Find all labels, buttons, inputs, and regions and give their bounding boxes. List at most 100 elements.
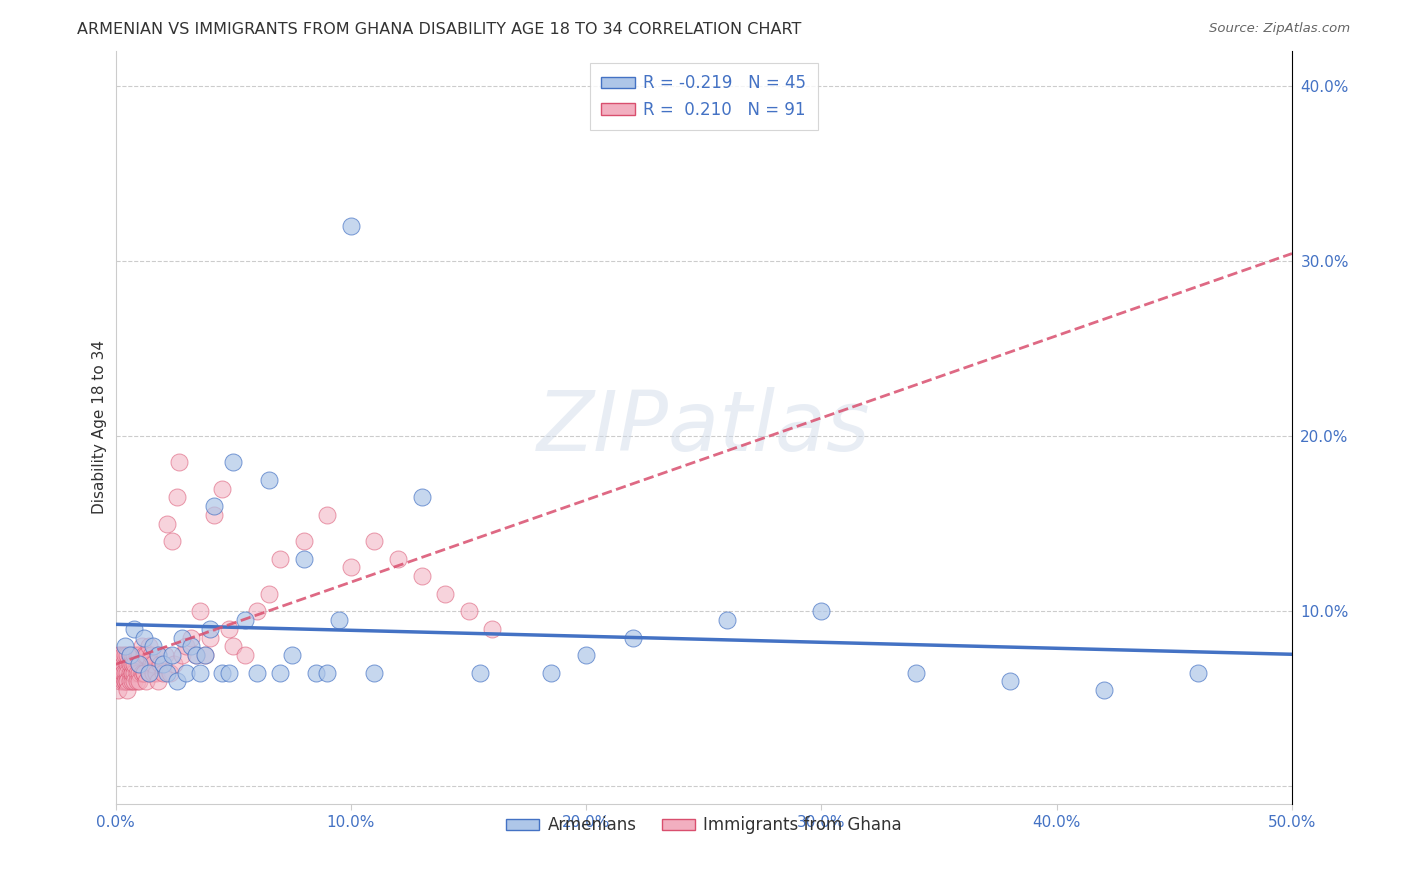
Point — [135, 648, 157, 662]
Point — [146, 648, 169, 662]
Point — [128, 665, 150, 680]
Point — [152, 665, 174, 680]
Point — [190, 665, 212, 680]
Point — [114, 665, 136, 680]
Point — [257, 473, 280, 487]
Point — [411, 569, 433, 583]
Point — [328, 613, 350, 627]
Point — [222, 455, 245, 469]
Point — [180, 631, 202, 645]
Point — [167, 455, 190, 469]
Point — [125, 648, 148, 662]
Point — [132, 648, 155, 662]
Point — [114, 648, 136, 662]
Point — [132, 631, 155, 645]
Point — [128, 674, 150, 689]
Point — [160, 648, 183, 662]
Point — [1092, 683, 1115, 698]
Point — [194, 648, 217, 662]
Point — [107, 683, 129, 698]
Point — [233, 613, 256, 627]
Point — [146, 674, 169, 689]
Point — [107, 648, 129, 662]
Point — [114, 674, 136, 689]
Point — [166, 674, 188, 689]
Point — [156, 516, 179, 531]
Point — [1187, 665, 1209, 680]
Point — [121, 648, 143, 662]
Point — [340, 219, 363, 233]
Point — [194, 648, 217, 662]
Point — [269, 665, 291, 680]
Point — [246, 665, 269, 680]
Point — [118, 657, 141, 671]
Point — [117, 657, 139, 671]
Point — [153, 648, 176, 662]
Point — [110, 674, 132, 689]
Point — [124, 657, 146, 671]
Point — [145, 665, 167, 680]
Point — [132, 665, 155, 680]
Point — [170, 631, 193, 645]
Point — [180, 640, 202, 654]
Point — [121, 674, 143, 689]
Point — [149, 657, 172, 671]
Point — [124, 674, 146, 689]
Point — [117, 665, 139, 680]
Point — [117, 674, 139, 689]
Point — [160, 534, 183, 549]
Point — [117, 674, 139, 689]
Point — [142, 640, 165, 654]
Point — [190, 604, 212, 618]
Point — [156, 665, 179, 680]
Point — [316, 665, 339, 680]
Point — [124, 622, 146, 636]
Legend: Armenians, Immigrants from Ghana: Armenians, Immigrants from Ghana — [499, 810, 908, 841]
Point — [111, 674, 134, 689]
Point — [118, 665, 141, 680]
Point — [218, 665, 240, 680]
Point — [810, 604, 832, 618]
Point — [121, 657, 143, 671]
Point — [211, 665, 233, 680]
Point — [434, 587, 457, 601]
Point — [163, 657, 186, 671]
Point — [152, 657, 174, 671]
Point — [218, 622, 240, 636]
Point — [139, 648, 162, 662]
Point — [107, 665, 129, 680]
Point — [222, 640, 245, 654]
Point — [121, 665, 143, 680]
Point — [111, 648, 134, 662]
Point — [470, 665, 492, 680]
Point — [998, 674, 1021, 689]
Point — [138, 665, 160, 680]
Point — [132, 665, 155, 680]
Y-axis label: Disability Age 18 to 34: Disability Age 18 to 34 — [93, 341, 107, 515]
Point — [198, 631, 221, 645]
Point — [131, 640, 153, 654]
Point — [211, 482, 233, 496]
Point — [621, 631, 644, 645]
Point — [114, 674, 136, 689]
Point — [114, 640, 136, 654]
Text: ARMENIAN VS IMMIGRANTS FROM GHANA DISABILITY AGE 18 TO 34 CORRELATION CHART: ARMENIAN VS IMMIGRANTS FROM GHANA DISABI… — [77, 22, 801, 37]
Text: Source: ZipAtlas.com: Source: ZipAtlas.com — [1209, 22, 1350, 36]
Point — [118, 648, 141, 662]
Point — [110, 657, 132, 671]
Point — [111, 665, 134, 680]
Point — [110, 648, 132, 662]
Point — [281, 648, 304, 662]
Point — [198, 622, 221, 636]
Point — [125, 674, 148, 689]
Point — [146, 648, 169, 662]
Point — [121, 665, 143, 680]
Point — [142, 665, 165, 680]
Point — [904, 665, 927, 680]
Point — [411, 491, 433, 505]
Point — [117, 683, 139, 698]
Text: ZIPatlas: ZIPatlas — [537, 387, 870, 467]
Point — [269, 551, 291, 566]
Point — [124, 648, 146, 662]
Point — [716, 613, 738, 627]
